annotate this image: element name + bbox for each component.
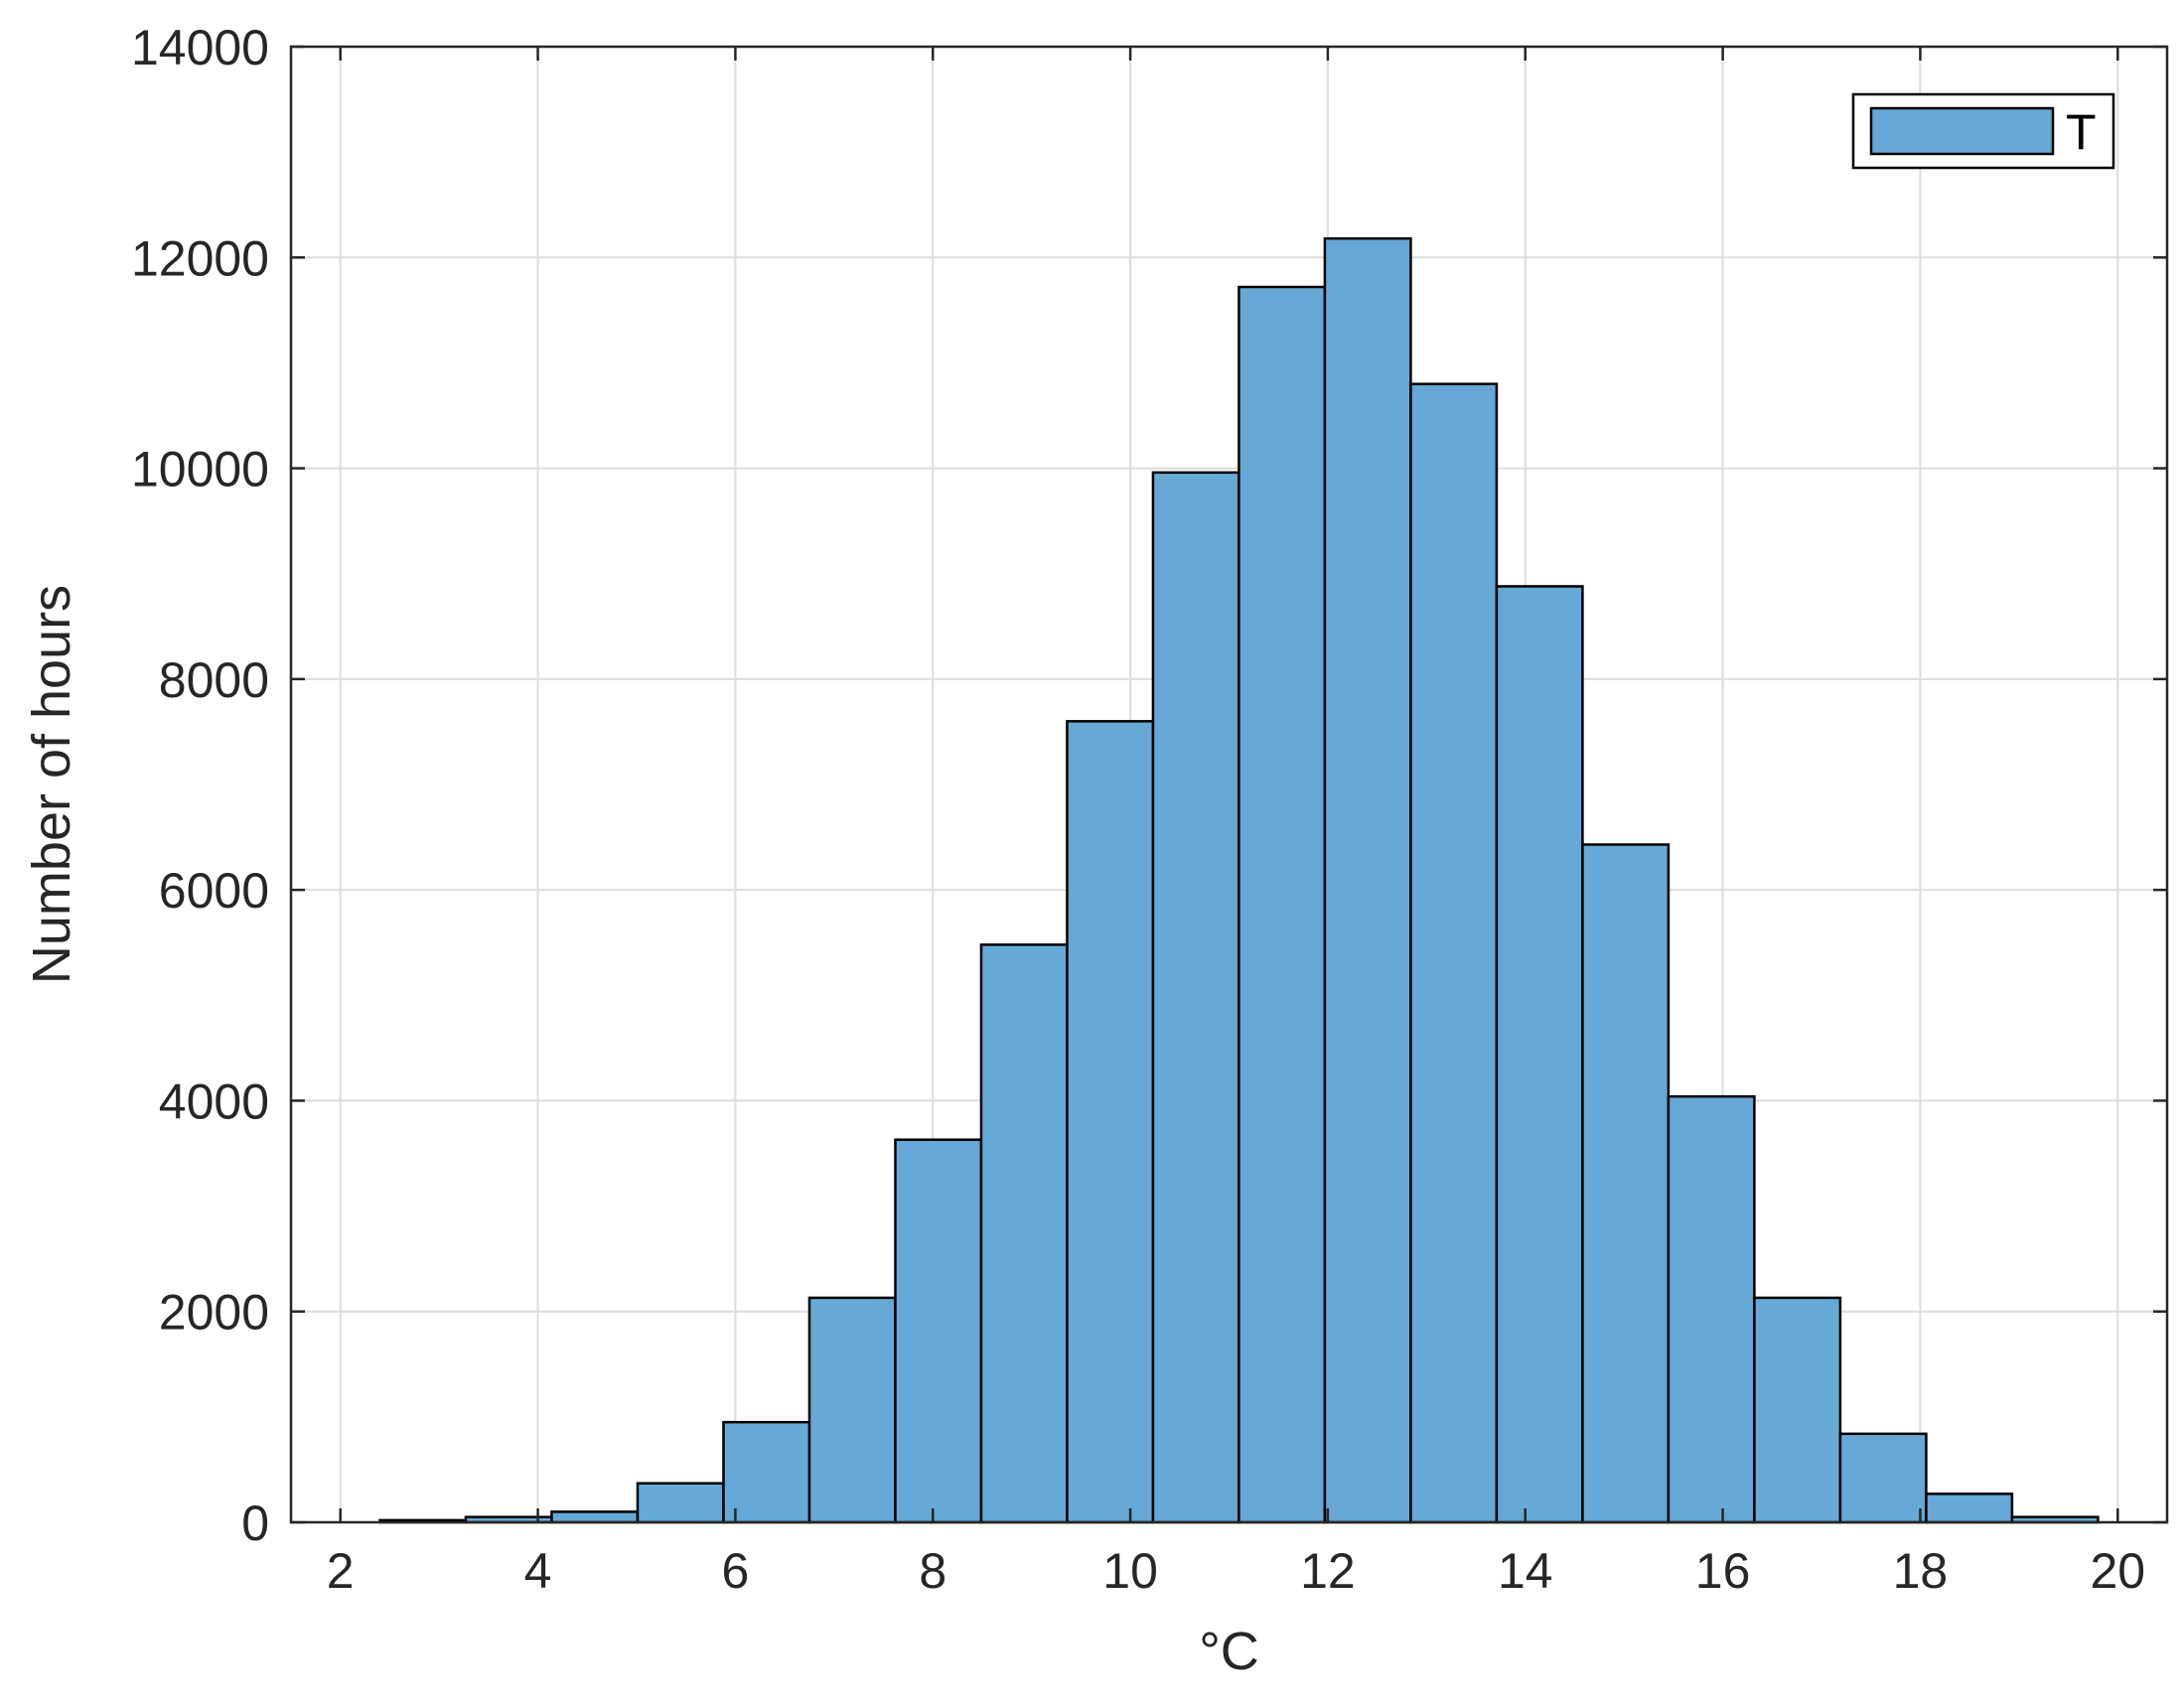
histogram-bar xyxy=(1838,1432,1928,1524)
histogram-bar xyxy=(894,1138,983,1524)
histogram-bar xyxy=(550,1510,640,1524)
legend: T xyxy=(1851,92,2115,170)
y-tick-label: 4000 xyxy=(159,1073,269,1129)
x-tick-label: 6 xyxy=(721,1543,749,1599)
x-tick-label: 12 xyxy=(1300,1543,1356,1599)
x-tick-label: 2 xyxy=(327,1543,355,1599)
legend-label: T xyxy=(2066,104,2097,160)
histogram-bar xyxy=(1151,471,1240,1524)
plot-frame xyxy=(289,45,2169,1524)
y-tick-label: 2000 xyxy=(159,1285,269,1341)
y-axis-label: Number of hours xyxy=(22,585,81,984)
y-tick-label: 14000 xyxy=(131,20,269,75)
y-tick-label: 12000 xyxy=(131,230,269,286)
histogram-bar xyxy=(1667,1094,1756,1524)
histogram-bar xyxy=(1323,236,1412,1524)
legend-swatch xyxy=(1869,106,2055,156)
histogram-bar xyxy=(807,1296,897,1524)
x-tick-label: 14 xyxy=(1498,1543,1553,1599)
x-axis-label: °C xyxy=(1199,1622,1259,1681)
histogram-bar xyxy=(636,1482,725,1524)
histogram-bar xyxy=(722,1420,811,1524)
histogram-bar xyxy=(1237,285,1327,1524)
y-tick-labels: 0 2000 4000 6000 8000 10000 12000 14000 xyxy=(131,20,269,1551)
x-tick-label: 8 xyxy=(919,1543,946,1599)
histogram-bar xyxy=(1753,1296,1842,1524)
histogram-bar xyxy=(1925,1493,2014,1524)
x-tick-label: 18 xyxy=(1893,1543,1949,1599)
x-tick-label: 10 xyxy=(1102,1543,1158,1599)
y-tick-label: 0 xyxy=(241,1495,269,1551)
histogram-bar xyxy=(979,943,1069,1524)
histogram-bar xyxy=(1581,843,1671,1524)
x-tick-labels: 2 4 6 8 10 12 14 16 18 20 xyxy=(327,1543,2145,1599)
y-tick-label: 6000 xyxy=(159,863,269,919)
histogram-bar xyxy=(1066,720,1155,1524)
histogram-bar xyxy=(1495,585,1584,1524)
y-tick-label: 10000 xyxy=(131,442,269,498)
y-tick-label: 8000 xyxy=(159,652,269,708)
tick-marks xyxy=(291,45,2167,1524)
x-tick-label: 16 xyxy=(1695,1543,1751,1599)
histogram-bar xyxy=(1409,382,1499,1524)
x-tick-label: 4 xyxy=(524,1543,552,1599)
x-tick-label: 20 xyxy=(2090,1543,2145,1599)
bars xyxy=(378,236,2100,1524)
